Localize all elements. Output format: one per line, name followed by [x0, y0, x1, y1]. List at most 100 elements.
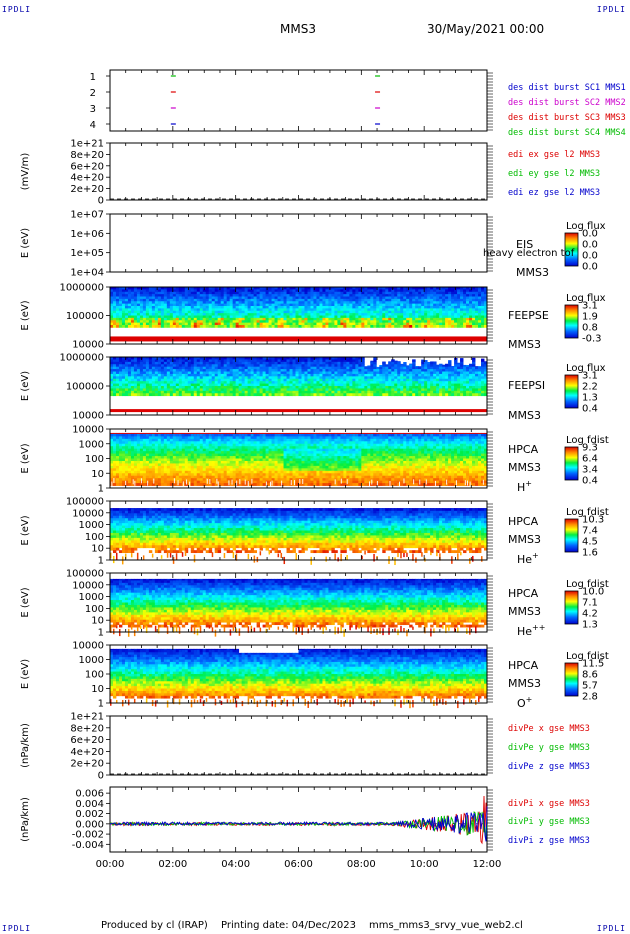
spectrogram-cell	[196, 475, 201, 479]
spectrogram-cell	[370, 376, 374, 380]
spectrogram-cell	[337, 322, 341, 326]
spectrogram-cell	[247, 325, 252, 328]
spectrogram-cell	[223, 315, 228, 319]
spectrogram-cell	[379, 287, 383, 290]
spectrogram-cell	[139, 378, 144, 382]
spectrogram-cell	[154, 441, 159, 445]
spectrogram-cell	[460, 371, 464, 375]
spectrogram-cell	[265, 291, 269, 295]
spectrogram-cell	[385, 301, 389, 305]
spectrogram-cell	[286, 317, 290, 321]
spectrogram-cell	[214, 465, 219, 469]
spectrogram-cell	[271, 289, 275, 293]
spectrogram-cell	[238, 369, 243, 372]
spectrogram-cell	[181, 473, 186, 477]
spectrogram-cell	[430, 383, 434, 387]
spectrogram-cell	[433, 298, 437, 302]
spectrogram-cell	[289, 378, 293, 382]
spectrogram-cell	[304, 313, 308, 316]
spectrogram-cell	[172, 298, 177, 302]
spectrogram-cell	[403, 371, 407, 375]
spectrogram-cell	[445, 313, 449, 316]
spectrogram-cell	[436, 301, 440, 305]
spectrogram-cell	[160, 301, 165, 305]
spectrogram-cell	[244, 306, 249, 309]
spectrogram-cell	[211, 458, 216, 462]
spectrogram-cell	[142, 468, 147, 472]
spectrogram-cell	[436, 315, 440, 319]
spectrogram-cell	[127, 463, 132, 467]
spectrogram-cell	[187, 303, 192, 307]
spectrogram-cell	[277, 371, 281, 375]
spectrogram-cell	[110, 393, 114, 397]
spectrogram-cell	[190, 378, 195, 382]
spectrogram-cell	[205, 359, 210, 363]
spectrogram-cell	[181, 448, 186, 452]
spectrogram-cell	[229, 443, 234, 447]
spectrogram-cell	[445, 287, 449, 290]
spectrogram-cell	[445, 320, 449, 324]
spectrogram-cell	[319, 369, 323, 372]
spectrogram-cell	[301, 373, 305, 377]
spectrogram-cell	[208, 436, 213, 440]
spectrogram-cell	[421, 364, 425, 368]
spectrogram-cell	[118, 475, 123, 479]
spectrogram-cell	[187, 453, 192, 457]
spectrogram-cell	[325, 361, 329, 365]
spectrogram-cell	[220, 383, 225, 387]
spectrogram-cell	[343, 359, 347, 363]
spectrogram-cell	[220, 468, 225, 472]
spectrogram-cell	[142, 298, 147, 302]
spectrogram-cell	[322, 366, 326, 370]
spectrogram-cell	[340, 381, 344, 384]
spectrogram-cell	[478, 317, 482, 321]
spectrogram-cell	[115, 315, 120, 319]
spectrogram-cell	[319, 308, 323, 312]
spectrogram-cell	[130, 317, 135, 321]
spectrogram-cell	[157, 294, 162, 297]
spectrogram-cell	[169, 470, 174, 474]
spectrogram-cell	[304, 369, 308, 372]
spectrogram-cell	[355, 325, 359, 328]
spectrogram-cell	[337, 371, 341, 375]
spectrogram-cell	[199, 373, 204, 377]
spectrogram-cell	[391, 386, 395, 389]
spectrogram-cell	[166, 453, 171, 457]
spectrogram-cell	[439, 296, 443, 300]
spectrogram-cell	[148, 443, 153, 447]
spectrogram-cell	[307, 298, 311, 302]
spectrogram-cell	[145, 371, 150, 375]
spectrogram-cell	[181, 364, 186, 368]
spectrogram-cell	[289, 381, 293, 384]
spectrogram-cell	[298, 371, 302, 375]
spectrogram-cell	[454, 381, 458, 384]
spectrogram-cell	[289, 369, 293, 372]
spectrogram-cell	[133, 456, 138, 459]
spectrogram-cell	[268, 378, 272, 382]
spectrogram-cell	[175, 289, 180, 293]
spectrogram-cell	[199, 443, 204, 447]
spectrogram-cell	[217, 483, 222, 486]
spectrogram-cell	[262, 359, 266, 363]
spectrogram-cell	[373, 369, 377, 372]
spectrogram-cell	[154, 310, 159, 314]
spectrogram-cell	[118, 458, 123, 462]
spectrogram-cell	[367, 386, 371, 389]
spectrogram-cell	[385, 383, 389, 387]
spectrogram-cell	[145, 320, 150, 324]
spectrogram-cell	[364, 315, 368, 319]
spectrogram-cell	[430, 393, 434, 397]
spectrogram-cell	[430, 366, 434, 370]
spectrogram-cell	[160, 441, 165, 445]
spectrogram-cell	[430, 306, 434, 309]
spectrogram-cell	[364, 383, 368, 387]
spectrogram-cell	[445, 291, 449, 295]
spectrogram-cell	[376, 381, 380, 384]
spectrogram-cell	[358, 313, 362, 316]
spectrogram-cell	[118, 456, 123, 459]
spectrogram-cell	[394, 388, 398, 392]
spectrogram-cell	[427, 298, 431, 302]
spectrogram-cell	[460, 315, 464, 319]
spectrogram-cell	[130, 369, 135, 372]
spectrogram-cell	[415, 289, 419, 293]
